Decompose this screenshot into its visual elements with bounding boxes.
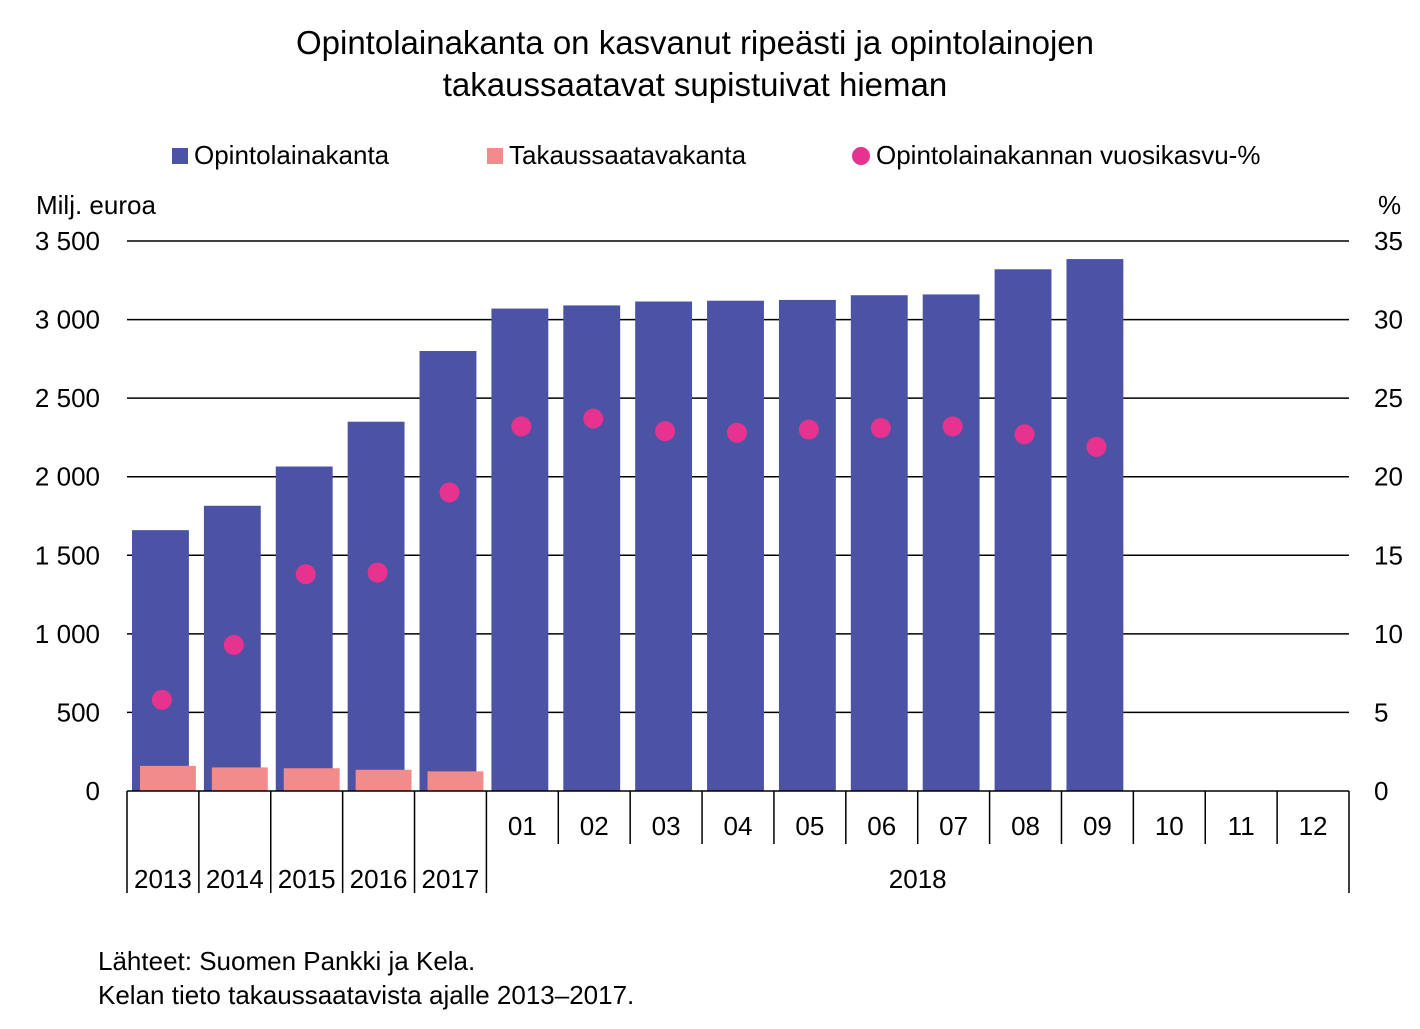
legend-swatch-circle-icon	[852, 146, 870, 165]
legend-item-vuosikasvu: Opintolainakannan vuosikasvu-%	[852, 140, 1260, 171]
bar-opintolainakanta	[994, 269, 1052, 791]
point-vuosikasvu	[367, 562, 388, 583]
left-tick-label: 1 500	[35, 540, 100, 570]
point-vuosikasvu	[223, 634, 244, 655]
chart-title: Opintolainakanta on kasvanut ripeästi ja…	[0, 22, 1390, 106]
x-group-label: 2013	[134, 864, 192, 894]
point-vuosikasvu	[295, 564, 316, 585]
left-tick-label: 2 500	[35, 383, 100, 413]
right-tick-label: 35	[1374, 226, 1403, 256]
right-tick-label: 10	[1374, 619, 1403, 649]
right-tick-label: 30	[1374, 305, 1403, 335]
x-tick-label: 11	[1228, 811, 1255, 841]
legend-item-takaussaatavakanta: Takaussaatavakanta	[487, 140, 746, 171]
left-tick-label: 1 000	[35, 619, 100, 649]
x-group-label: 2017	[422, 864, 480, 894]
point-vuosikasvu	[870, 418, 891, 438]
x-group-label: 2018	[889, 864, 947, 894]
x-tick-label: 03	[652, 811, 681, 841]
x-tick-label: 04	[724, 811, 753, 841]
point-vuosikasvu	[942, 416, 963, 437]
legend-swatch-square-icon	[487, 147, 503, 164]
right-tick-label: 20	[1374, 462, 1403, 492]
point-vuosikasvu	[1014, 424, 1035, 445]
x-tick-label: 10	[1155, 811, 1184, 841]
source-note: Lähteet: Suomen Pankki ja Kela. Kelan ti…	[98, 944, 634, 1012]
left-axis-title: Milj. euroa	[36, 190, 156, 220]
bar-opintolainakanta	[491, 308, 549, 791]
x-tick-label: 09	[1083, 811, 1112, 841]
bar-opintolainakanta	[635, 301, 693, 791]
x-group-label: 2014	[206, 864, 264, 894]
left-tick-label: 3 000	[35, 305, 100, 335]
bar-opintolainakanta	[563, 305, 621, 791]
x-tick-label: 02	[580, 811, 609, 841]
bar-opintolainakanta	[275, 466, 333, 791]
right-tick-label: 15	[1374, 540, 1403, 570]
left-tick-label: 2 000	[35, 462, 100, 492]
bar-opintolainakanta	[707, 300, 764, 791]
point-vuosikasvu	[727, 422, 747, 443]
left-tick-label: 500	[57, 697, 100, 727]
legend-label: Opintolainakannan vuosikasvu-%	[876, 140, 1261, 170]
legend-label: Takaussaatavakanta	[509, 140, 747, 170]
x-tick-label: 05	[795, 811, 824, 841]
title-line-1: Opintolainakanta on kasvanut ripeästi ja…	[295, 24, 1095, 61]
bar-opintolainakanta	[132, 530, 189, 791]
x-tick-label: 07	[939, 811, 968, 841]
bar-takaussaatavakanta	[283, 768, 340, 791]
left-tick-label: 0	[86, 776, 100, 806]
bar-takaussaatavakanta	[211, 767, 268, 791]
right-tick-label: 0	[1374, 776, 1388, 806]
x-group-label: 2015	[278, 864, 336, 894]
bar-opintolainakanta	[1066, 259, 1124, 792]
x-group-label: 2016	[350, 864, 408, 894]
point-vuosikasvu	[583, 408, 604, 429]
legend-item-opintolainakanta: Opintolainakanta	[172, 140, 389, 171]
bar-takaussaatavakanta	[427, 771, 484, 791]
x-tick-label: 08	[1011, 811, 1040, 841]
legend-label: Opintolainakanta	[194, 140, 390, 170]
point-vuosikasvu	[1086, 436, 1107, 457]
bar-opintolainakanta	[922, 294, 980, 791]
bar-opintolainakanta	[419, 351, 477, 791]
right-tick-label: 25	[1374, 383, 1403, 413]
point-vuosikasvu	[511, 416, 532, 437]
legend: Opintolainakanta Takaussaatavakanta Opin…	[0, 140, 1420, 176]
right-axis-title: %	[1378, 190, 1402, 220]
title-line-2: takaussaatavat supistuivat hieman	[442, 66, 948, 103]
left-tick-label: 3 500	[35, 226, 100, 256]
bar-opintolainakanta	[778, 299, 836, 791]
bar-opintolainakanta	[850, 295, 908, 791]
source-line-2: Kelan tieto takaussaatavista ajalle 2013…	[98, 980, 635, 1010]
bar-opintolainakanta	[347, 421, 405, 791]
bar-takaussaatavakanta	[355, 769, 412, 791]
point-vuosikasvu	[151, 689, 172, 710]
x-tick-label: 12	[1299, 811, 1328, 841]
legend-swatch-square-icon	[172, 147, 188, 164]
x-tick-label: 01	[508, 811, 537, 841]
point-vuosikasvu	[439, 482, 460, 503]
bar-takaussaatavakanta	[140, 765, 196, 791]
right-tick-label: 5	[1374, 697, 1388, 727]
source-line-1: Lähteet: Suomen Pankki ja Kela.	[98, 946, 476, 976]
point-vuosikasvu	[655, 421, 676, 442]
point-vuosikasvu	[798, 419, 819, 440]
x-tick-label: 06	[867, 811, 896, 841]
